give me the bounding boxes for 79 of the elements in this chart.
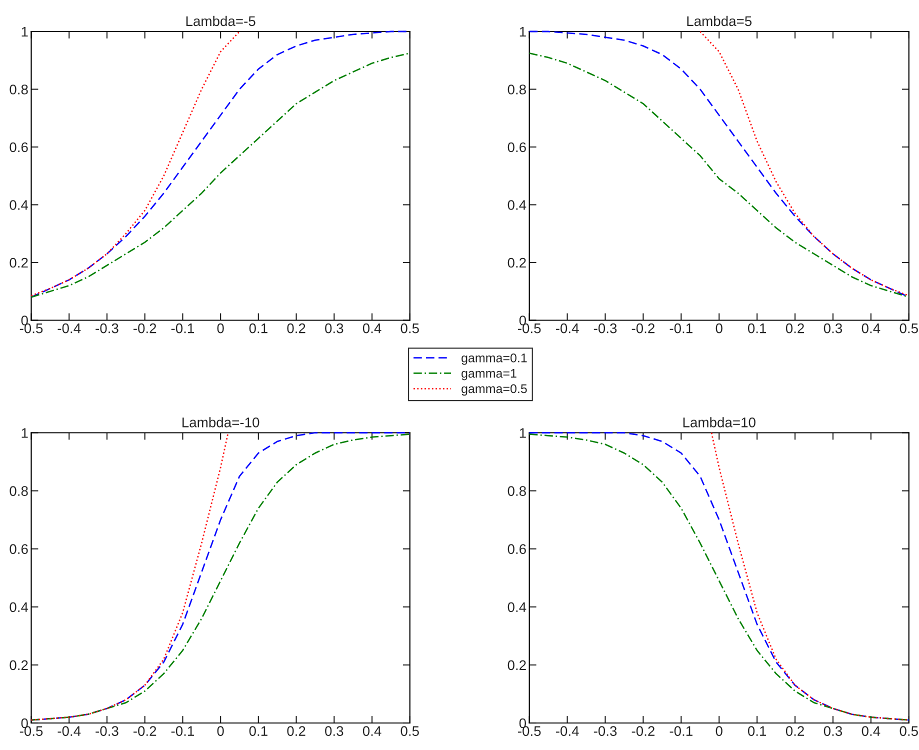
x-tick-label: 0.3 bbox=[824, 323, 842, 334]
x-tick-label: 0.1 bbox=[249, 726, 268, 736]
y-tick-label: 0.2 bbox=[10, 660, 28, 670]
y-tick-label: 0.4 bbox=[10, 200, 28, 210]
x-tick-label: 0 bbox=[716, 726, 722, 736]
x-tick-label: -0.3 bbox=[594, 323, 617, 334]
x-tick-label: 0 bbox=[217, 323, 224, 334]
x-tick-label: -0.4 bbox=[58, 323, 81, 334]
x-tick-label: -0.4 bbox=[556, 323, 579, 334]
x-tick-label: -0.5 bbox=[20, 726, 43, 736]
x-tick-label: 0.2 bbox=[786, 726, 804, 736]
x-tick-label: -0.1 bbox=[670, 323, 692, 334]
x-tick-label: 0.3 bbox=[824, 726, 842, 736]
y-tick-label: 1 bbox=[22, 428, 28, 438]
legend-label: gamma=1 bbox=[462, 369, 516, 380]
y-tick-label: 0 bbox=[519, 316, 526, 326]
x-tick-label: -0.3 bbox=[96, 323, 118, 334]
x-tick-label: 0.2 bbox=[287, 726, 306, 736]
x-tick-label: 0.3 bbox=[325, 323, 344, 334]
x-tick-label: 0.5 bbox=[400, 726, 419, 736]
y-tick-label: 0.2 bbox=[508, 660, 526, 670]
y-tick-label: 0.8 bbox=[508, 486, 526, 496]
x-tick-label: 0.4 bbox=[862, 726, 880, 736]
line-series bbox=[699, 30, 910, 296]
x-tick-label: 0 bbox=[217, 726, 224, 736]
y-tick-label: 0.6 bbox=[10, 544, 28, 554]
x-tick-label: -0.4 bbox=[58, 726, 81, 736]
y-tick-label: 0.6 bbox=[10, 142, 28, 152]
y-tick-label: 0.4 bbox=[508, 602, 526, 612]
line-series bbox=[710, 432, 910, 721]
line-series bbox=[30, 30, 240, 296]
x-tick-label: 0.5 bbox=[900, 323, 918, 334]
x-tick-label: 0.4 bbox=[362, 726, 382, 736]
x-tick-label: 0.3 bbox=[325, 726, 344, 736]
x-tick-label: -0.2 bbox=[632, 323, 654, 334]
chart-title: Lambda=-5 bbox=[186, 16, 256, 26]
y-tick-label: 0.8 bbox=[10, 84, 28, 94]
x-tick-label: 0.1 bbox=[748, 726, 766, 736]
y-tick-label: 0.2 bbox=[10, 258, 28, 268]
y-tick-label: 0 bbox=[21, 718, 28, 728]
x-tick-label: 0.1 bbox=[249, 323, 268, 334]
x-tick-label: 0.2 bbox=[287, 323, 306, 334]
y-tick-label: 0 bbox=[21, 316, 28, 326]
y-tick-label: 0 bbox=[519, 718, 526, 728]
x-tick-label: 0.4 bbox=[362, 323, 382, 334]
legend-label: gamma=0.1 bbox=[462, 353, 527, 365]
x-tick-label: -0.1 bbox=[171, 323, 194, 334]
y-tick-label: 0.2 bbox=[508, 258, 526, 268]
legend-label: gamma=0.5 bbox=[462, 384, 527, 396]
x-tick-label: -0.3 bbox=[96, 726, 118, 736]
y-tick-label: 0.4 bbox=[508, 200, 526, 210]
y-tick-label: 1 bbox=[520, 428, 526, 438]
y-tick-label: 1 bbox=[520, 26, 526, 37]
x-tick-label: -0.2 bbox=[133, 726, 156, 736]
x-tick-label: 0.1 bbox=[748, 323, 766, 334]
y-tick-label: 1 bbox=[22, 26, 28, 37]
x-tick-label: -0.2 bbox=[632, 726, 654, 736]
y-tick-label: 0.4 bbox=[10, 602, 28, 612]
x-tick-label: 0 bbox=[716, 323, 722, 334]
chart-title: Lambda=10 bbox=[683, 417, 756, 428]
chart-title: Lambda=-10 bbox=[182, 417, 260, 428]
x-tick-label: -0.5 bbox=[518, 323, 541, 334]
x-tick-label: 0.5 bbox=[400, 323, 419, 334]
chart-title: Lambda=5 bbox=[687, 16, 752, 26]
x-tick-label: -0.2 bbox=[133, 323, 156, 334]
x-tick-label: -0.4 bbox=[556, 726, 579, 736]
y-tick-label: 0.8 bbox=[508, 84, 526, 94]
line-series bbox=[30, 432, 229, 721]
y-tick-label: 0.6 bbox=[508, 142, 526, 152]
x-tick-label: -0.1 bbox=[171, 726, 194, 736]
x-tick-label: -0.3 bbox=[594, 726, 617, 736]
x-tick-label: 0.2 bbox=[786, 323, 804, 334]
y-tick-label: 0.6 bbox=[508, 544, 526, 554]
x-tick-label: 0.4 bbox=[862, 323, 880, 334]
x-tick-label: -0.1 bbox=[670, 726, 692, 736]
x-tick-label: -0.5 bbox=[20, 323, 43, 334]
y-tick-label: 0.8 bbox=[10, 486, 28, 496]
x-tick-label: 0.5 bbox=[900, 726, 918, 736]
x-tick-label: -0.5 bbox=[518, 726, 541, 736]
